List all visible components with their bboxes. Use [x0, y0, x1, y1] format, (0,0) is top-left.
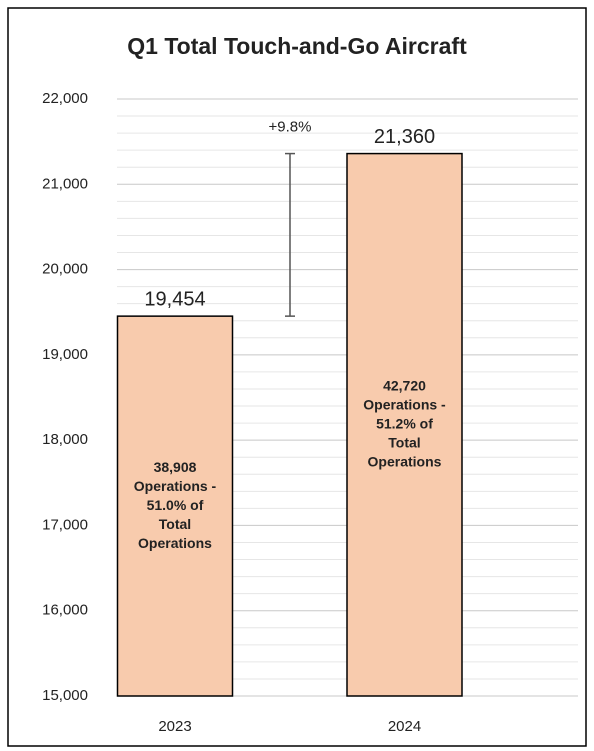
y-tick-label: 20,000 [42, 261, 88, 278]
annotation: +9.8% [269, 119, 312, 136]
y-tick-label: 22,000 [42, 90, 88, 107]
x-tick-label: 2023 [158, 718, 191, 735]
bar-inner-label: Operations [368, 453, 442, 469]
bar [346, 152, 463, 697]
bar-inner-label: 51.2% of [376, 415, 433, 431]
change-bracket [285, 152, 295, 317]
y-tick-label: 19,000 [42, 346, 88, 363]
bar-inner-label: Operations - [134, 478, 217, 494]
bar-inner-label: Total [159, 516, 191, 532]
value-label: 19,454 [144, 288, 205, 310]
bar-inner-label: 42,720 [383, 377, 426, 393]
bar-inner-label: 38,908 [154, 459, 197, 475]
x-tick-label: 2024 [388, 718, 421, 735]
y-tick-label: 21,000 [42, 175, 88, 192]
chart-border [7, 7, 587, 747]
bar-inner-label: Total [388, 434, 420, 450]
bar-inner-label: Operations - [363, 396, 446, 412]
bar [116, 315, 234, 697]
y-tick-label: 18,000 [42, 431, 88, 448]
y-tick-label: 16,000 [42, 602, 88, 619]
chart-title: Q1 Total Touch-and-Go Aircraft [127, 33, 467, 59]
y-tick-label: 15,000 [42, 687, 88, 704]
y-tick-label: 17,000 [42, 516, 88, 533]
bar-inner-label: Operations [138, 535, 212, 551]
value-label: 21,360 [374, 126, 435, 148]
bar-inner-label: 51.0% of [147, 497, 204, 513]
